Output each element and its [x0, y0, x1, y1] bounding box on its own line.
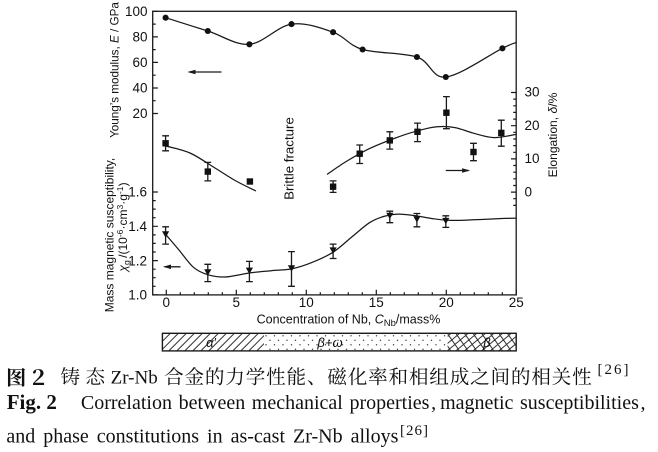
svg-text:[26]: [26] — [400, 423, 429, 439]
svg-text:20: 20 — [439, 295, 454, 310]
svg-text:60: 60 — [132, 55, 147, 70]
svg-text:[26]: [26] — [598, 362, 631, 378]
svg-text:20: 20 — [132, 106, 147, 121]
svg-text:Mass magnetic susceptibility,: Mass magnetic susceptibility, — [103, 158, 117, 312]
svg-text:and phase constitutions in as-: and phase constitutions in as-cast Zr-Nb… — [6, 426, 398, 448]
svg-text:α′: α′ — [206, 335, 216, 350]
svg-text:β: β — [482, 335, 491, 350]
svg-text:1.2: 1.2 — [128, 253, 147, 268]
svg-text:0: 0 — [525, 184, 533, 199]
svg-text:15: 15 — [369, 295, 384, 310]
svg-text:1.0: 1.0 — [128, 288, 147, 303]
svg-text:80: 80 — [132, 30, 147, 45]
svg-text:1.4: 1.4 — [128, 219, 147, 234]
svg-text:25: 25 — [509, 295, 524, 310]
svg-text:40: 40 — [132, 81, 147, 96]
svg-text:χg /(10-6·cm3·g-1): χg /(10-6·cm3·g-1) — [115, 182, 132, 272]
svg-text:100: 100 — [125, 4, 148, 19]
svg-text:Brittle fracture: Brittle fracture — [282, 117, 297, 200]
svg-text:1.6: 1.6 — [128, 185, 147, 200]
svg-text:0: 0 — [163, 295, 171, 310]
svg-text:20: 20 — [525, 118, 540, 133]
svg-text:30: 30 — [525, 85, 540, 100]
svg-text:Young’s modulus, E / GPa: Young’s modulus, E / GPa — [108, 2, 121, 138]
svg-text:Correlation between mechanical: Correlation between mechanical propertie… — [81, 392, 646, 414]
svg-text:Zr-Nb: Zr-Nb — [111, 368, 158, 389]
svg-text:Elongation, δ/%: Elongation, δ/% — [546, 92, 560, 177]
svg-text:5: 5 — [233, 295, 241, 310]
svg-text:β+ω: β+ω — [316, 335, 342, 350]
svg-text:10: 10 — [299, 295, 314, 310]
svg-text:Fig. 2: Fig. 2 — [7, 390, 57, 414]
svg-text:10: 10 — [525, 151, 540, 166]
